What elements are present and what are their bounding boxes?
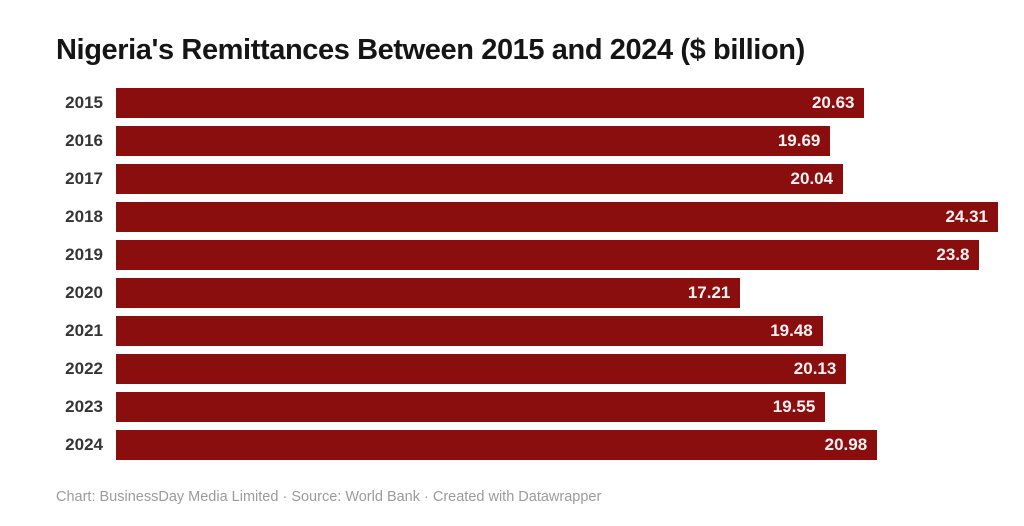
year-label: 2016 (65, 131, 103, 150)
bar-row: 2023 19.55 (56, 392, 998, 422)
value-label: 20.63 (811, 93, 855, 112)
year-label: 2020 (65, 283, 103, 302)
bar: 24.31 (116, 202, 998, 232)
bar-track: 23.8 (116, 240, 998, 270)
bar-row: 2015 20.63 (56, 88, 998, 118)
bar-track: 20.98 (116, 430, 998, 460)
bar-plot: 2015 20.63 2016 19.69 2017 20.04 2018 24… (56, 88, 998, 460)
year-label: 2021 (65, 321, 103, 340)
attribution-footer: Chart: BusinessDay Media Limited · Sourc… (56, 489, 602, 505)
bar-track: 24.31 (116, 202, 998, 232)
year-label: 2017 (65, 169, 103, 188)
value-label: 20.04 (790, 169, 834, 188)
bar-row: 2016 19.69 (56, 126, 998, 156)
bar-track: 19.48 (116, 316, 998, 346)
bar-row: 2021 19.48 (56, 316, 998, 346)
value-label: 20.98 (824, 435, 868, 454)
year-label: 2024 (65, 435, 103, 454)
year-label: 2023 (65, 397, 103, 416)
value-label: 19.48 (770, 321, 813, 340)
bar-track: 17.21 (116, 278, 998, 308)
bar: 17.21 (116, 278, 741, 308)
chart-title: Nigeria's Remittances Between 2015 and 2… (56, 34, 805, 66)
value-label: 19.69 (777, 131, 821, 150)
bar-row: 2017 20.04 (56, 164, 998, 194)
bar: 20.04 (116, 164, 844, 194)
bar: 20.98 (116, 430, 878, 460)
value-label: 24.31 (945, 207, 988, 226)
bar-row: 2024 20.98 (56, 430, 998, 460)
bar-row: 2019 23.8 (56, 240, 998, 270)
value-label: 17.21 (687, 283, 731, 302)
bar: 20.63 (116, 88, 865, 118)
bar-track: 20.13 (116, 354, 998, 384)
bar: 23.8 (116, 240, 980, 270)
value-label: 23.8 (936, 245, 970, 264)
value-label: 20.13 (793, 359, 837, 378)
bar-track: 19.55 (116, 392, 998, 422)
bar-track: 20.04 (116, 164, 998, 194)
bar-row: 2020 17.21 (56, 278, 998, 308)
bar: 19.69 (116, 126, 831, 156)
bar-row: 2022 20.13 (56, 354, 998, 384)
bar-row: 2018 24.31 (56, 202, 998, 232)
year-label: 2015 (65, 93, 103, 112)
bar-track: 19.69 (116, 126, 998, 156)
bar-track: 20.63 (116, 88, 998, 118)
year-label: 2022 (65, 359, 103, 378)
bar: 20.13 (116, 354, 847, 384)
year-label: 2018 (65, 207, 103, 226)
bar: 19.48 (116, 316, 823, 346)
bar: 19.55 (116, 392, 826, 422)
value-label: 19.55 (772, 397, 816, 416)
year-label: 2019 (65, 245, 103, 264)
